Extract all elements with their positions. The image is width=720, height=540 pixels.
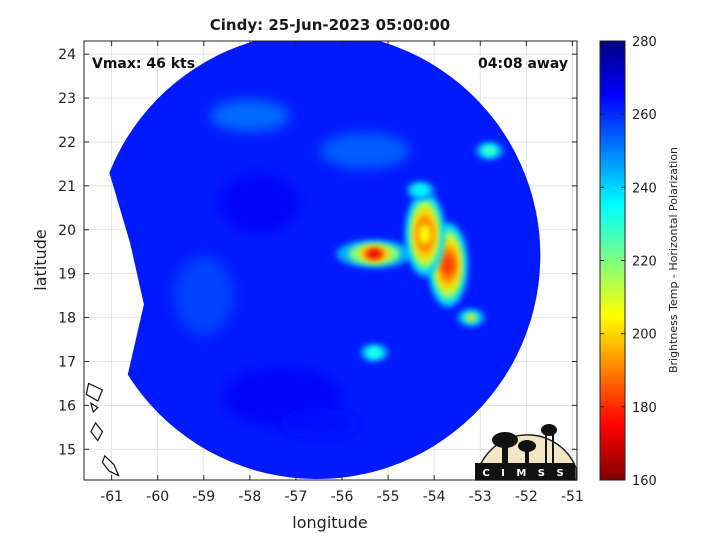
coastline-layer — [85, 382, 120, 477]
y-tick-label: 18 — [58, 311, 76, 327]
feature-core — [336, 239, 413, 268]
x-tick-label: -58 — [238, 489, 261, 505]
colorbar-tick-label: 160 — [632, 474, 657, 489]
y-tick-label: 21 — [58, 179, 76, 195]
x-tick-label: -51 — [561, 489, 584, 505]
x-tick-label: -53 — [469, 489, 492, 505]
feature-contour — [466, 313, 477, 322]
vmax-label: Vmax: 46 kts — [92, 56, 195, 72]
colorbar-tick-label: 180 — [632, 401, 657, 416]
colorbar-tick-label: 260 — [632, 108, 657, 123]
x-tick-label: -52 — [515, 489, 538, 505]
coastline — [85, 382, 104, 402]
feature-cell — [457, 308, 486, 327]
chart-title: Cindy: 25-Jun-2023 05:00:00 — [210, 16, 450, 34]
colorbar-ticks: 160 180 200 220 240 260 280 — [600, 35, 657, 489]
y-tick-label: 24 — [58, 47, 76, 63]
texture-patch — [219, 173, 300, 234]
colorbar-tick-label: 200 — [632, 328, 657, 343]
feature-cell — [475, 141, 504, 160]
colorbar-tick-label: 220 — [632, 255, 657, 270]
y-tick-label: 17 — [58, 354, 76, 370]
colorbar-tick-label: 240 — [632, 181, 657, 196]
x-tick-label: -56 — [331, 489, 354, 505]
x-tick-label: -57 — [285, 489, 308, 505]
feature-contour — [418, 224, 431, 245]
y-axis-label: latitude — [31, 229, 50, 290]
y-tick-label: 22 — [58, 135, 76, 151]
feature-contour — [415, 186, 426, 195]
feature-band — [404, 192, 445, 277]
y-tick-label: 23 — [58, 91, 76, 107]
colorbar — [599, 40, 626, 481]
texture-patch — [320, 132, 411, 169]
colorbar-tick-label: 280 — [632, 35, 657, 50]
y-tick-label: 16 — [58, 398, 76, 414]
swath-layer — [109, 41, 541, 480]
time-away-label: 04:08 away — [478, 56, 568, 72]
x-tick-label: -59 — [192, 489, 215, 505]
y-tick-label: 20 — [58, 223, 76, 239]
feature-cell — [360, 343, 389, 362]
texture-patch — [173, 255, 234, 336]
y-tick-label: 15 — [58, 442, 76, 458]
feature-contour — [484, 146, 495, 155]
axis-ticks: -61 -60 -59 -58 -57 -56 -55 -54 -53 -52 -51 15 16 17 1… — [58, 41, 584, 505]
x-tick-label: -61 — [100, 489, 123, 505]
cimss-logo: C I M S S — [475, 424, 577, 481]
feature-contour — [368, 249, 381, 258]
coastline — [89, 401, 99, 414]
colorbar-label: Brightness Temp - Horizontal Polarizatio… — [667, 147, 680, 373]
plot-frame — [83, 40, 578, 481]
cimss-logo-text: C I M S S — [482, 468, 567, 479]
coastline — [90, 421, 104, 442]
texture-patch — [278, 407, 359, 438]
texture-patch — [209, 99, 290, 132]
coastline — [101, 454, 120, 477]
feature-cell — [406, 181, 435, 200]
x-tick-label: -60 — [146, 489, 169, 505]
x-tick-label: -55 — [377, 489, 400, 505]
x-axis-label: longitude — [292, 513, 367, 532]
y-tick-label: 19 — [58, 267, 76, 283]
feature-contour — [369, 348, 380, 357]
x-tick-label: -54 — [423, 489, 446, 505]
feature-contour — [441, 254, 454, 275]
